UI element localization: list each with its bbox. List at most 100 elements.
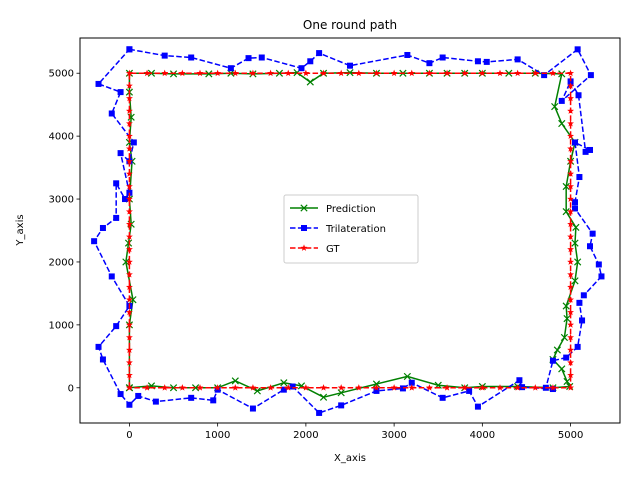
data-point xyxy=(125,245,133,253)
data-point xyxy=(188,394,195,401)
data-point xyxy=(161,69,169,77)
data-point xyxy=(567,82,575,89)
data-point xyxy=(125,82,133,89)
data-point xyxy=(143,69,151,77)
data-point xyxy=(567,208,575,215)
axes-frame xyxy=(79,37,621,424)
data-point xyxy=(338,402,345,409)
data-point xyxy=(567,359,575,366)
data-point xyxy=(108,273,115,280)
data-point xyxy=(125,69,133,77)
data-point xyxy=(563,314,571,323)
data-point xyxy=(551,102,559,111)
data-point xyxy=(372,380,381,388)
data-point xyxy=(249,405,256,412)
data-point xyxy=(126,46,133,53)
legend-box xyxy=(283,194,419,264)
data-point xyxy=(403,372,411,381)
data-point xyxy=(571,277,579,285)
data-point xyxy=(443,69,451,77)
data-point xyxy=(567,283,575,291)
x-tick-label: 4000 xyxy=(470,430,495,441)
data-point xyxy=(99,356,106,363)
data-point xyxy=(319,393,328,401)
data-point xyxy=(320,384,327,391)
y-tick-label: 0 xyxy=(68,383,74,394)
data-point xyxy=(169,384,178,392)
data-point xyxy=(284,69,292,77)
data-point xyxy=(567,321,575,328)
data-point xyxy=(514,69,522,77)
y-axis-label: Y_axis xyxy=(15,214,26,246)
data-point xyxy=(125,346,133,353)
data-point xyxy=(390,69,398,77)
data-point xyxy=(373,387,380,394)
data-point xyxy=(280,379,288,387)
plot-area xyxy=(91,46,605,416)
data-point xyxy=(125,145,133,152)
data-point xyxy=(99,224,106,231)
data-point xyxy=(426,60,433,67)
data-point xyxy=(531,384,539,391)
data-point xyxy=(373,384,380,391)
data-point xyxy=(574,343,581,350)
data-point xyxy=(302,69,310,77)
data-point xyxy=(404,51,411,58)
x-tick-label: 1000 xyxy=(205,430,230,441)
data-point xyxy=(567,170,575,177)
data-point xyxy=(399,385,406,392)
data-point xyxy=(587,146,593,153)
data-point xyxy=(130,139,137,146)
data-point xyxy=(231,69,239,77)
data-point xyxy=(214,386,221,393)
legend-marker xyxy=(301,225,307,231)
data-point xyxy=(567,94,575,102)
data-point xyxy=(575,92,582,99)
data-point xyxy=(113,180,120,187)
data-point xyxy=(571,239,579,247)
data-point xyxy=(337,69,345,77)
data-point xyxy=(125,371,133,379)
data-point xyxy=(125,220,133,228)
data-point xyxy=(214,69,222,77)
data-point xyxy=(443,384,451,391)
data-point xyxy=(227,65,234,72)
data-point xyxy=(125,233,133,240)
y-tick-label: 4000 xyxy=(49,132,74,143)
data-point xyxy=(253,387,261,395)
data-point xyxy=(117,391,124,398)
data-point xyxy=(125,321,133,328)
data-point xyxy=(567,157,575,165)
x-axis-label: X_axis xyxy=(334,453,366,464)
data-point xyxy=(408,69,416,77)
legend-label: Trilateration xyxy=(325,224,386,235)
data-point xyxy=(125,308,133,316)
data-point xyxy=(117,150,124,157)
data-point xyxy=(496,384,504,391)
data-point xyxy=(558,97,565,104)
data-point xyxy=(125,283,133,291)
data-point xyxy=(231,377,239,385)
data-point xyxy=(425,384,433,391)
data-point xyxy=(258,54,265,61)
data-point xyxy=(562,208,570,216)
data-point xyxy=(589,230,596,237)
data-point xyxy=(346,68,354,77)
legend-item-gt: GT xyxy=(290,244,340,255)
legend-label: GT xyxy=(326,244,340,255)
data-point xyxy=(572,223,580,231)
data-point xyxy=(91,238,98,245)
data-point xyxy=(563,377,571,386)
data-point xyxy=(558,119,566,128)
legend-item-prediction: Prediction xyxy=(290,204,376,215)
data-point xyxy=(567,233,575,240)
data-point xyxy=(567,132,575,140)
data-point xyxy=(567,270,575,278)
data-point xyxy=(125,359,133,366)
data-point xyxy=(572,199,578,206)
chart-title: One round path xyxy=(303,18,397,32)
data-point xyxy=(549,384,557,391)
data-point xyxy=(126,401,133,408)
data-point xyxy=(425,69,433,77)
